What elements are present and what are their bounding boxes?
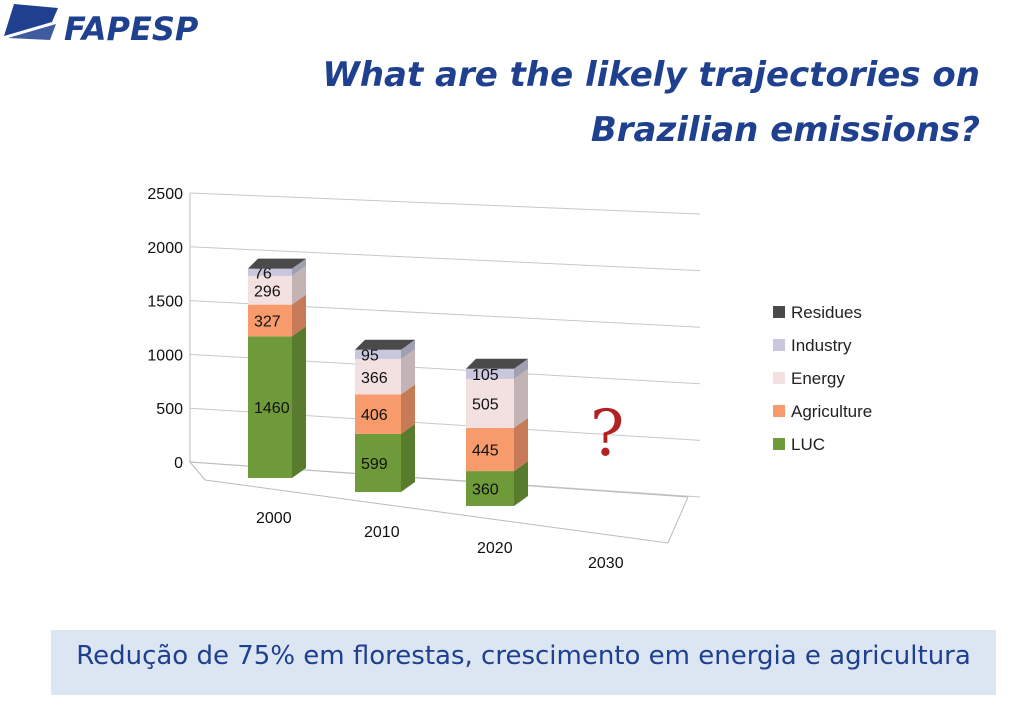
bar-segment [466, 368, 514, 379]
bar-top-residues [466, 358, 528, 369]
bar-segment [466, 378, 514, 428]
y-tick-label: 2500 [147, 186, 183, 203]
bar-segment [355, 349, 401, 360]
data-label: 95 [361, 347, 379, 364]
bar-segment-side [514, 368, 528, 428]
data-label: 406 [361, 407, 388, 424]
bar-segment [248, 268, 292, 276]
bar-segment [248, 275, 292, 305]
chart-axes: 0 500 1000 1500 2000 2500 2000 2010 2020 2030 [147, 186, 701, 572]
bar-segment [466, 427, 514, 472]
caption-box: Redução de 75% em florestas, crescimento… [51, 630, 996, 695]
legend-swatch [773, 339, 785, 351]
bar-segment [355, 359, 401, 395]
slide-title: What are the likely trajectories on Braz… [322, 55, 980, 150]
bar-segment [355, 394, 401, 434]
bar-segment-side [292, 326, 306, 478]
bar-segment-side [514, 358, 528, 379]
data-label: 327 [254, 314, 281, 331]
chart-legend: Residues Industry Energy Agriculture LUC [773, 303, 872, 454]
data-label: 76 [254, 265, 272, 282]
question-mark-annotation: ? [590, 397, 624, 471]
legend-label: Industry [791, 336, 852, 355]
data-label: 505 [472, 396, 499, 413]
data-label: 296 [254, 283, 281, 300]
data-label: 599 [361, 456, 388, 473]
y-tick-label: 1000 [147, 347, 183, 364]
data-label: 105 [472, 367, 499, 384]
y-tick-label: 500 [156, 401, 183, 418]
x-tick-label: 2030 [588, 555, 624, 572]
legend-label: Energy [791, 369, 845, 388]
bar-segment-side [514, 461, 528, 506]
y-tick-label: 0 [174, 455, 183, 472]
bar-segment-side [514, 417, 528, 472]
data-label: 445 [472, 442, 499, 459]
bar-segment [248, 304, 292, 337]
x-tick-label: 2010 [364, 524, 400, 541]
legend-label: Agriculture [791, 402, 872, 421]
caption-text: Redução de 75% em florestas, crescimento… [76, 641, 971, 671]
x-tick-label: 2020 [477, 540, 513, 557]
y-tick-label: 2000 [147, 240, 183, 257]
fapesp-logo: FAPESP [4, 4, 199, 48]
bar-segment-side [401, 423, 415, 492]
bar-segment-side [292, 294, 306, 337]
legend-swatch [773, 438, 785, 450]
x-tick-label: 2000 [256, 510, 292, 527]
svg-text:FAPESP: FAPESP [64, 10, 199, 48]
bar-segment-side [401, 384, 415, 434]
gridline [189, 246, 701, 272]
data-label: 366 [361, 370, 388, 387]
bar-segment-side [292, 265, 306, 305]
legend-swatch [773, 372, 785, 384]
bar-segment-side [401, 349, 415, 395]
legend-swatch [773, 306, 785, 318]
y-tick-label: 1500 [147, 294, 183, 311]
data-label: 1460 [254, 400, 290, 417]
bar-segment-side [401, 339, 415, 360]
bar-top-residues [355, 339, 415, 350]
bar-segment [355, 433, 401, 492]
bar-segment-side [292, 258, 306, 276]
data-label: 360 [472, 482, 499, 499]
legend-label: LUC [791, 435, 825, 454]
bar-segment [466, 471, 514, 506]
gridline [189, 192, 701, 215]
bar-segment [248, 336, 292, 478]
bar-top-residues [248, 258, 306, 269]
legend-swatch [773, 405, 785, 417]
legend-label: Residues [791, 303, 862, 322]
